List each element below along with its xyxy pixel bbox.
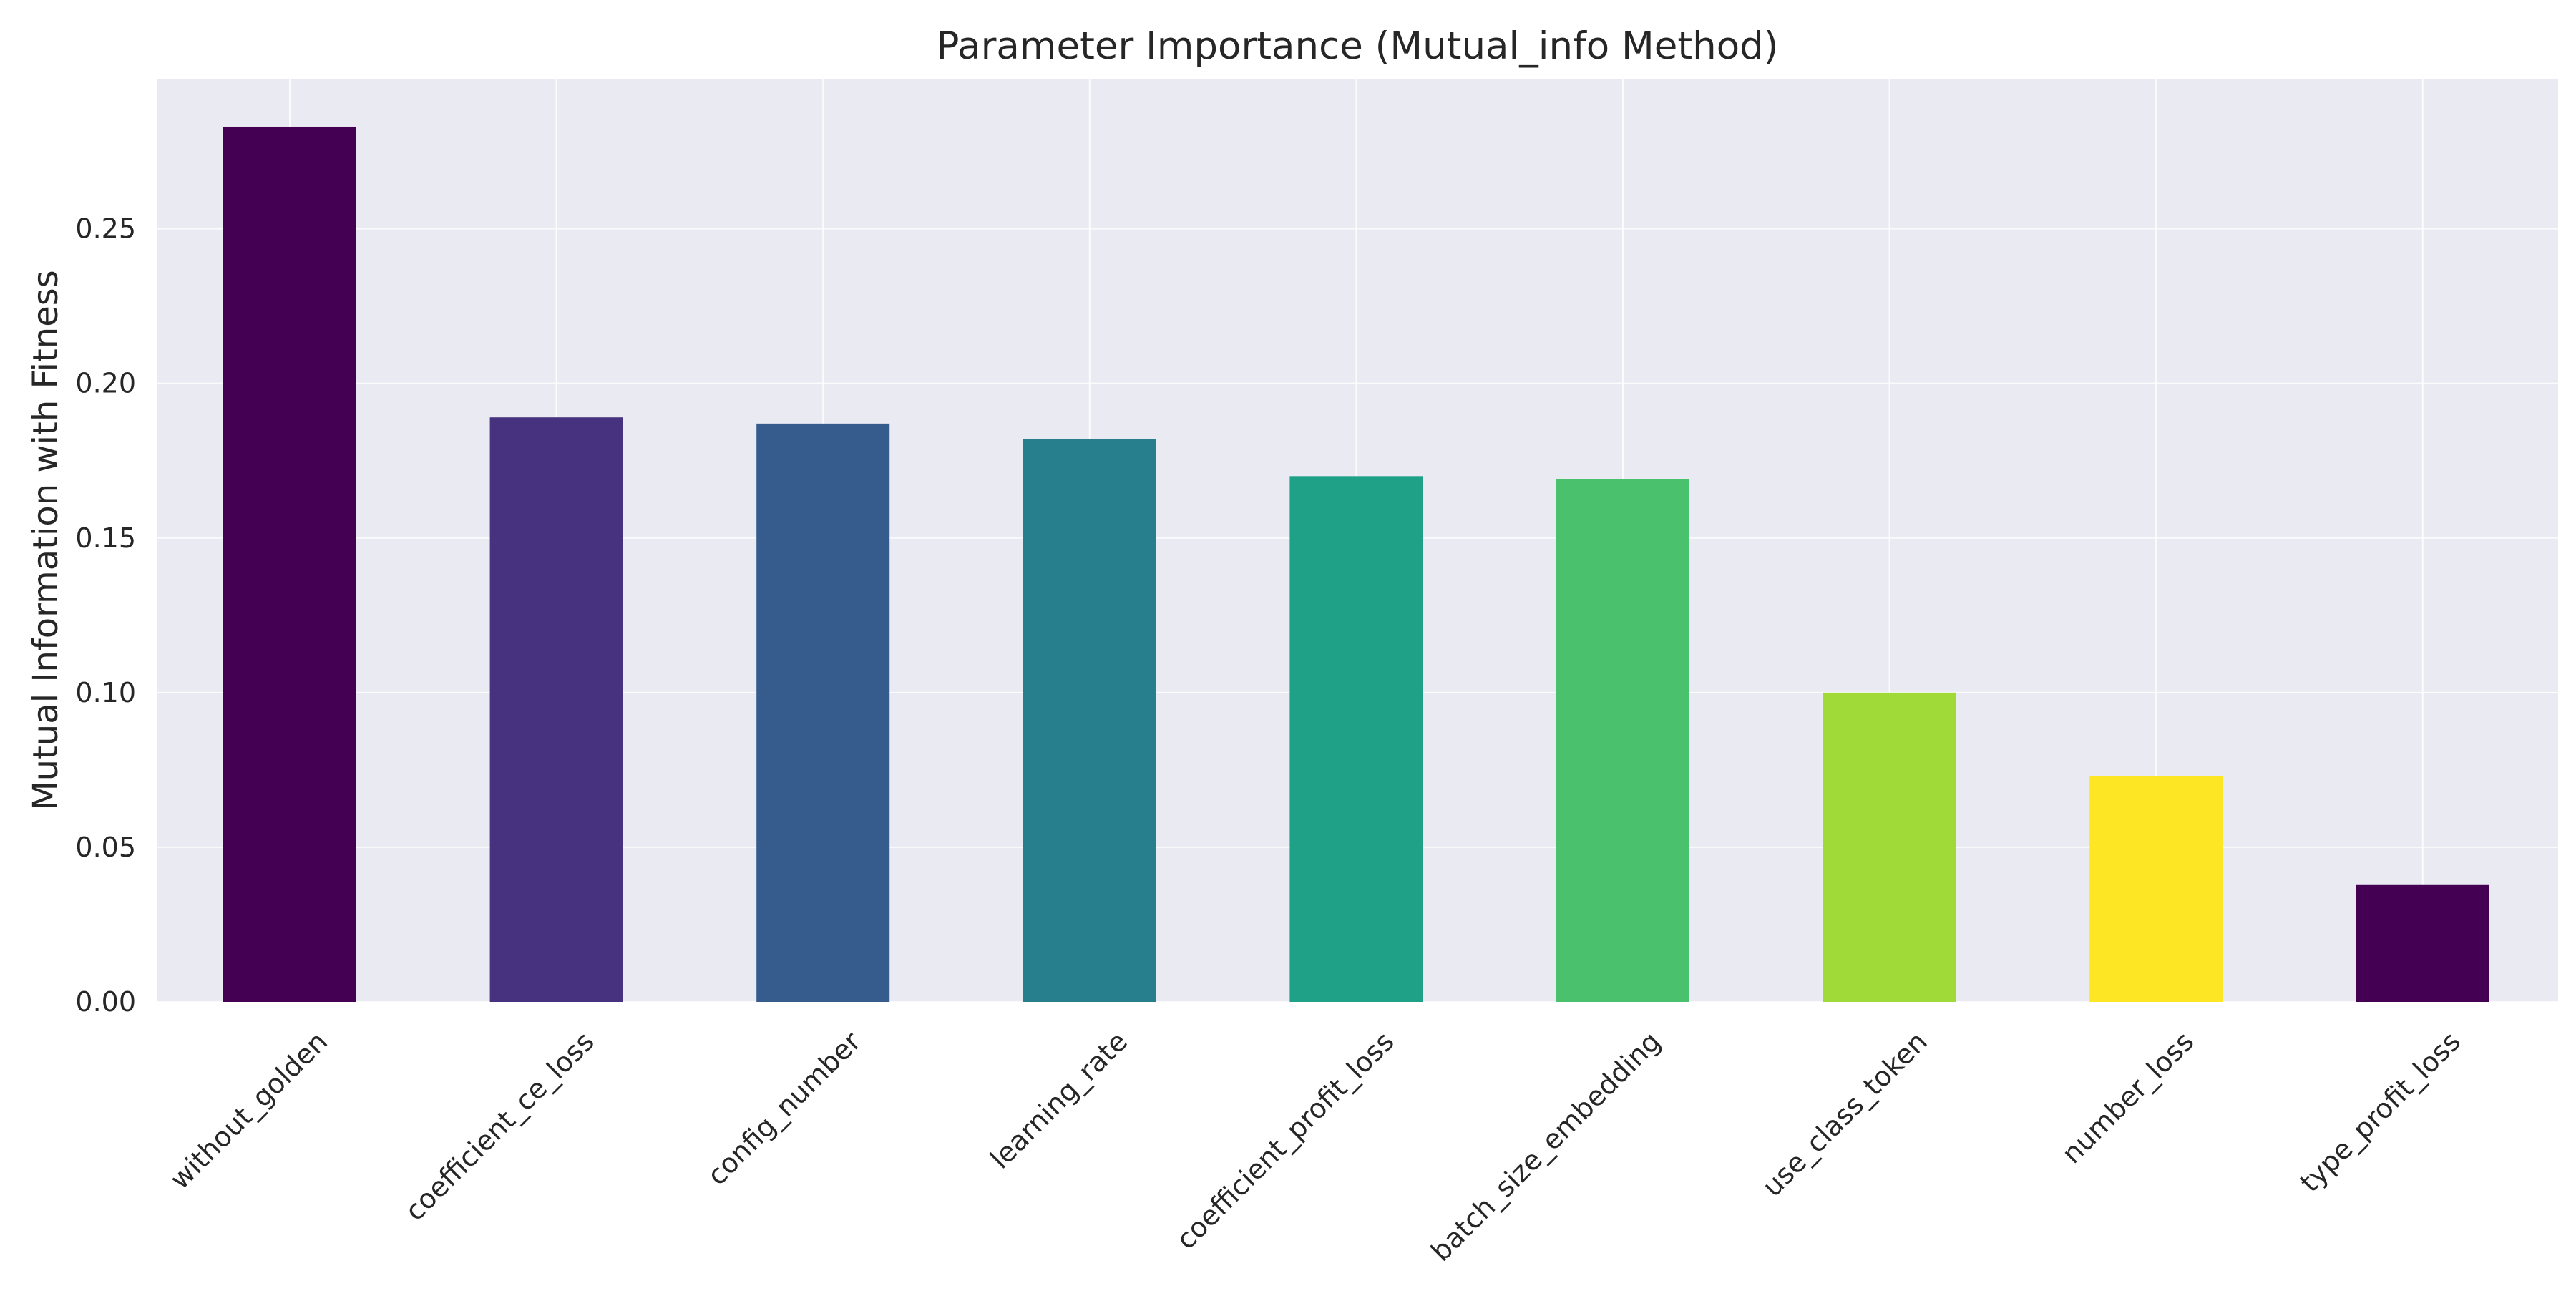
- x-tick-label: use_class_token: [1756, 1026, 1933, 1202]
- bar-learning-rate: [1023, 439, 1156, 1002]
- bar-config-number: [756, 423, 890, 1002]
- x-tick-label: coefficient_profit_loss: [1170, 1026, 1400, 1255]
- y-axis-label: Mutual Information with Fitness: [26, 270, 66, 811]
- bar-batch-size-embedding: [1556, 479, 1689, 1002]
- x-tick-label: without_golden: [164, 1026, 333, 1195]
- bar-without-golden: [223, 126, 356, 1003]
- chart-title: Parameter Importance (Mutual_info Method…: [937, 24, 1779, 68]
- bar-type-profit-loss: [2356, 884, 2489, 1002]
- bar-coefficient-ce-loss: [489, 417, 623, 1002]
- x-tick-label: coefficient_ce_loss: [399, 1026, 600, 1227]
- y-tick-label: 0.15: [75, 522, 136, 554]
- y-tick-label: 0.25: [75, 213, 136, 245]
- x-tick-label: batch_size_embedding: [1425, 1026, 1667, 1267]
- y-tick-label: 0.20: [75, 368, 136, 399]
- bar-coefficient-profit-loss: [1289, 476, 1423, 1002]
- x-axis-ticks: without_golden coefficient_ce_loss config_…: [164, 1026, 2467, 1267]
- bar-number-loss: [2089, 776, 2223, 1002]
- x-tick-label: learning_rate: [984, 1026, 1133, 1175]
- x-tick-label: type_profit_loss: [2294, 1026, 2467, 1198]
- y-tick-label: 0.05: [75, 832, 136, 863]
- y-axis-ticks: 0.00 0.05 0.10 0.15 0.20 0.25: [75, 213, 136, 1018]
- bar-use-class-token: [1823, 692, 1956, 1002]
- bars: [223, 126, 2489, 1003]
- y-tick-label: 0.00: [75, 986, 136, 1018]
- x-tick-label: number_loss: [2056, 1026, 2200, 1169]
- x-tick-label: config_number: [701, 1026, 867, 1192]
- y-tick-label: 0.10: [75, 677, 136, 708]
